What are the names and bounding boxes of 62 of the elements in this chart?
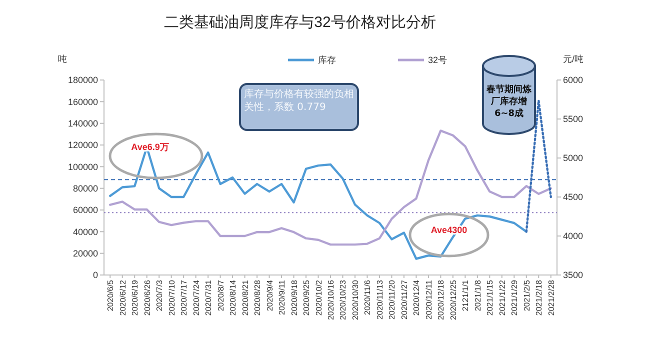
x-tick-label: 2021/1/22	[498, 279, 507, 316]
y-tick-label: 60000	[72, 205, 98, 216]
annotation: 春节期间炼厂库存增6~8成	[486, 84, 532, 120]
x-tick-label: 2020/8/21	[240, 279, 250, 316]
x-tick-label: 2020/10/30	[350, 279, 360, 320]
y-tick-label: 160000	[68, 96, 98, 107]
y-tick-label: 0	[92, 270, 98, 280]
y-tick-label: 140000	[68, 118, 98, 128]
x-tick-label: 2021/2/18	[534, 279, 544, 316]
y2-tick-label: 3500	[563, 270, 584, 280]
chart-title: 二类基础油周度库存与32号价格对比分析	[164, 14, 436, 31]
annotation: 库存与价格有较强的负相关性，系数 0.779	[244, 88, 354, 114]
x-tick-label: 2020/6/5	[106, 279, 116, 312]
x-tick-label: 2020/11/27	[400, 279, 409, 320]
x-tick-label: 2121/1/1	[461, 279, 470, 312]
line-series	[109, 130, 552, 246]
x-tick-label: 2020/11/6	[363, 279, 372, 315]
x-tick-label: 2021/2/5	[522, 279, 532, 312]
x-tick-label: 2021/2/28	[546, 279, 556, 316]
x-tick-label: 2020/9/11	[278, 279, 287, 315]
x-tick-label: 2020/12/25	[448, 279, 458, 320]
x-tick-label: 2020/8/28	[253, 279, 262, 316]
x-tick-label: 2020/9/25	[302, 279, 312, 316]
y-tick-label: 100000	[68, 162, 98, 172]
y-tick-label: 40000	[72, 226, 98, 237]
y2-tick-label: 4000	[563, 231, 584, 242]
y2-tick-label: 6000	[563, 75, 584, 86]
x-tick-label: 2020/7/10	[167, 279, 176, 316]
x-tick-label: 2020/7/17	[180, 279, 189, 316]
x-tick-label: 2020/8/7	[216, 279, 226, 312]
y-tick-label: 20000	[72, 248, 98, 258]
x-tick-label: 2020/8/14	[228, 279, 238, 316]
x-tick-label: 2020/6/19	[130, 279, 140, 316]
x-tick-label: 2021/1/15	[486, 279, 495, 316]
legend-label: 库存	[318, 55, 336, 66]
y-tick-label: 80000	[72, 183, 98, 194]
x-tick-label: 2020/9/4	[265, 279, 274, 312]
y-axis-title: 吨	[58, 54, 67, 64]
x-tick-label: 2020/11/13	[375, 279, 384, 320]
y-tick-label: 120000	[68, 140, 98, 150]
x-tick-label: 2020/10/16	[326, 279, 336, 320]
x-tick-label: 2020/6/26	[142, 279, 152, 316]
x-tick-label: 2020/11/20	[388, 279, 397, 320]
x-tick-label: 2020/6/12	[118, 279, 128, 316]
annotation: Ave6.9万	[131, 142, 169, 152]
x-tick-label: 2020/12/4	[412, 279, 422, 316]
x-tick-label: 2020/10/2	[314, 279, 324, 316]
x-tick-label: 2020/10/23	[338, 279, 348, 320]
x-tick-label: 2020/12/11	[424, 279, 434, 320]
y2-tick-label: 5000	[563, 153, 584, 164]
x-tick-label: 2020/7/31	[204, 279, 214, 316]
x-tick-label: 2020/12/18	[436, 279, 446, 320]
x-tick-label: 2021/1/29	[510, 279, 520, 316]
y2-tick-label: 4500	[563, 192, 584, 202]
x-tick-label: 2020/7/24	[192, 279, 201, 316]
y-tick-label: 180000	[68, 75, 98, 86]
x-tick-label: 2020/9/18	[290, 279, 299, 316]
y2-axis-title: 元/吨	[563, 54, 584, 64]
x-tick-label: 2021/1/8	[473, 279, 482, 312]
x-tick-label: 2020/7/3	[155, 279, 164, 312]
y2-tick-label: 5500	[563, 114, 584, 124]
legend-label: 32号	[428, 55, 448, 66]
